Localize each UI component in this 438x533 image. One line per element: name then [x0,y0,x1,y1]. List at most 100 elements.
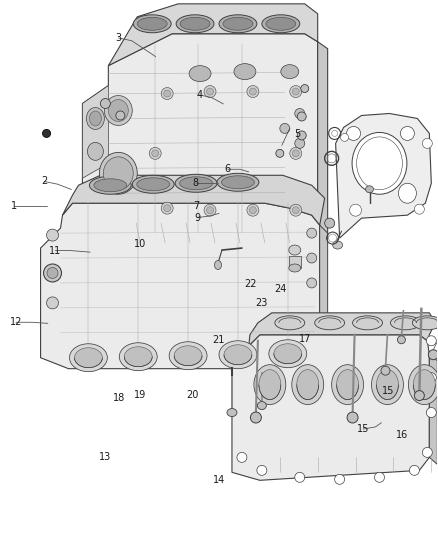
Text: 18: 18 [113,393,125,403]
Ellipse shape [108,100,128,122]
Polygon shape [108,4,318,66]
Ellipse shape [99,152,137,194]
Ellipse shape [46,229,59,241]
Text: 22: 22 [244,279,257,289]
Ellipse shape [116,111,125,120]
Ellipse shape [292,365,324,405]
Ellipse shape [86,108,104,130]
Ellipse shape [357,137,403,190]
Ellipse shape [254,365,286,405]
Ellipse shape [227,409,237,416]
Ellipse shape [174,346,202,366]
Polygon shape [318,42,328,238]
Ellipse shape [189,66,211,82]
Ellipse shape [132,175,174,193]
Text: 16: 16 [396,431,409,440]
Text: 6: 6 [225,164,231,174]
Ellipse shape [133,15,171,33]
Ellipse shape [297,370,319,400]
Ellipse shape [207,207,213,214]
Ellipse shape [426,373,436,383]
Ellipse shape [43,264,61,282]
Ellipse shape [234,63,256,79]
Polygon shape [248,313,435,355]
Text: 20: 20 [187,390,199,400]
Ellipse shape [169,342,207,370]
Ellipse shape [88,142,103,160]
Ellipse shape [366,186,374,193]
Ellipse shape [290,204,302,216]
Text: 11: 11 [49,246,61,255]
Ellipse shape [137,17,167,30]
Ellipse shape [347,412,358,423]
Ellipse shape [180,177,212,190]
Ellipse shape [352,132,407,194]
Text: 14: 14 [213,475,225,485]
Ellipse shape [103,157,133,190]
Ellipse shape [247,86,259,98]
Ellipse shape [164,205,171,212]
Polygon shape [41,203,320,369]
Ellipse shape [237,453,247,462]
Text: 23: 23 [256,297,268,308]
Polygon shape [82,86,108,178]
Ellipse shape [89,111,101,126]
Ellipse shape [428,350,438,360]
Ellipse shape [422,139,432,148]
Ellipse shape [307,278,317,288]
Ellipse shape [290,148,302,159]
Ellipse shape [204,204,216,216]
Text: 5: 5 [294,128,301,139]
Text: 19: 19 [134,390,147,400]
Text: 4: 4 [196,90,202,100]
Ellipse shape [119,343,157,370]
Polygon shape [336,114,431,238]
Ellipse shape [292,88,299,95]
Ellipse shape [259,370,281,400]
Ellipse shape [325,218,335,228]
Ellipse shape [414,204,424,214]
Ellipse shape [281,64,299,78]
Ellipse shape [289,264,301,272]
Ellipse shape [137,178,170,191]
Polygon shape [63,175,325,225]
Ellipse shape [413,316,438,330]
Ellipse shape [266,17,296,30]
Ellipse shape [399,183,417,203]
Ellipse shape [164,90,171,97]
Polygon shape [82,34,318,246]
Ellipse shape [297,131,306,140]
Ellipse shape [247,204,259,216]
Ellipse shape [204,86,216,98]
Ellipse shape [217,173,259,191]
Text: 15: 15 [357,424,369,434]
Ellipse shape [400,126,414,140]
Ellipse shape [390,316,420,330]
Text: 12: 12 [10,317,22,327]
Ellipse shape [47,268,58,278]
Ellipse shape [335,474,345,484]
Ellipse shape [175,174,217,192]
Ellipse shape [74,348,102,368]
Ellipse shape [215,261,222,270]
Text: 21: 21 [212,335,224,345]
Ellipse shape [274,344,302,364]
Ellipse shape [46,297,59,309]
Ellipse shape [262,15,300,33]
Ellipse shape [408,365,438,405]
Polygon shape [320,225,328,361]
Text: 10: 10 [134,239,147,249]
Ellipse shape [280,124,290,133]
Text: 7: 7 [193,201,199,211]
Ellipse shape [104,95,132,125]
Ellipse shape [176,15,214,33]
Ellipse shape [152,150,159,157]
Ellipse shape [410,465,419,475]
Ellipse shape [219,15,257,33]
Polygon shape [82,223,328,250]
Ellipse shape [414,391,424,401]
Text: 13: 13 [99,451,112,462]
Text: 15: 15 [382,386,394,397]
Ellipse shape [314,316,345,330]
Ellipse shape [222,176,254,189]
